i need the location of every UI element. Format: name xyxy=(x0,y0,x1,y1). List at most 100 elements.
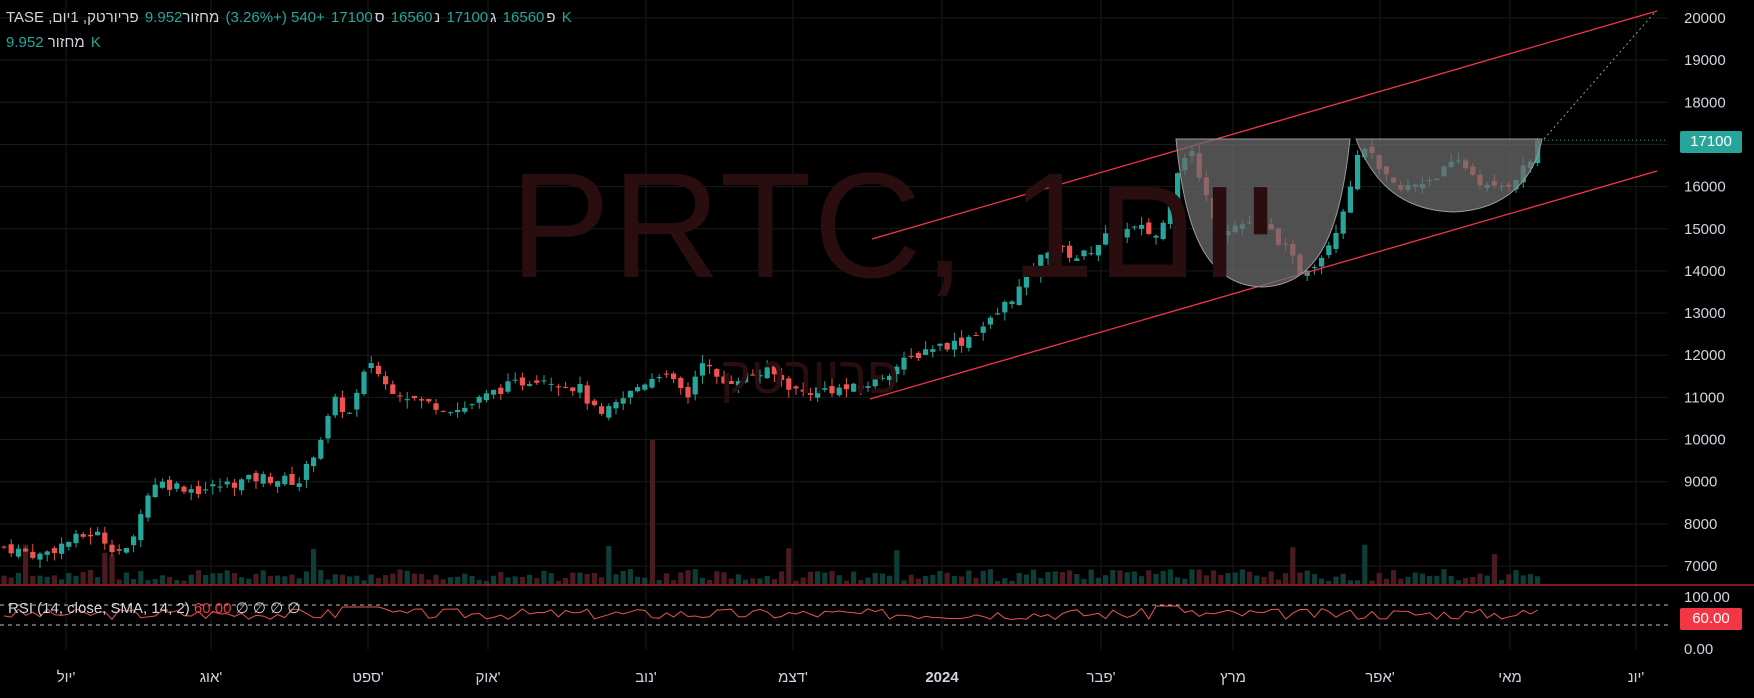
change-value: +540 (+3.26%) xyxy=(225,9,325,26)
candle-body xyxy=(239,479,245,491)
candle-body xyxy=(750,374,756,376)
volume-bar xyxy=(267,576,273,584)
candle-body xyxy=(599,406,605,414)
volume-bar xyxy=(15,572,21,584)
volume-bar xyxy=(1261,576,1267,584)
rsi-value: 60.00 xyxy=(193,600,232,617)
volume-bar xyxy=(923,575,929,584)
volume-bar xyxy=(743,579,749,584)
volume-bar xyxy=(1038,578,1044,584)
candle-body xyxy=(534,380,540,383)
volume-bar xyxy=(1290,547,1296,584)
price-tick-label: 15000 xyxy=(1684,221,1726,238)
low-value: 16560 xyxy=(390,9,433,26)
volume-bar xyxy=(915,578,921,584)
volume-bar xyxy=(311,548,317,584)
time-axis[interactable]: יול' אוג' ספט' אוק' נוב' דצמ' 2024 פבר' מרץ אפר' מ… xyxy=(57,669,1645,686)
price-tick-label: 8000 xyxy=(1684,516,1717,533)
volume-bar xyxy=(1211,570,1217,584)
volume-bar xyxy=(1376,573,1382,584)
volume-bar xyxy=(894,550,900,584)
candle-body xyxy=(282,475,288,485)
volume-bar xyxy=(433,574,439,584)
candle-body xyxy=(1059,245,1065,247)
candle-body xyxy=(1355,154,1361,190)
volume-bar xyxy=(1383,578,1389,584)
volume-legend: מחזור 9.952 K xyxy=(6,34,103,51)
rsi-title[interactable]: RSI (14, close, SMA, 14, 2) xyxy=(8,600,190,617)
candle-body xyxy=(635,387,641,392)
candle-body xyxy=(1067,245,1073,258)
volume-bar xyxy=(339,574,345,584)
candle-body xyxy=(548,383,554,385)
volume-bar xyxy=(188,574,194,584)
volume-bar xyxy=(332,574,338,584)
candle-body xyxy=(1175,173,1181,202)
candle-body xyxy=(807,393,813,395)
volume-bar xyxy=(210,573,216,584)
candle-body xyxy=(707,364,713,367)
candle-body xyxy=(764,367,770,379)
volume-bar xyxy=(959,576,965,584)
candle-body xyxy=(1002,301,1008,313)
price-axis[interactable]: 2000019000180001700016000150001400013000… xyxy=(1684,10,1726,575)
candle-body xyxy=(102,532,108,544)
volume-bar xyxy=(73,575,79,584)
volume-bar xyxy=(735,574,741,584)
volume-bar xyxy=(937,571,943,584)
candle-body xyxy=(735,381,741,386)
volume-bar xyxy=(1081,579,1087,584)
candle-body xyxy=(383,376,389,385)
candle-body xyxy=(887,375,893,380)
volume-bar xyxy=(1520,575,1526,584)
volume-bar xyxy=(793,580,799,584)
price-tick-label: 18000 xyxy=(1684,94,1726,111)
candle-body xyxy=(419,399,425,401)
candle-body xyxy=(822,388,828,390)
volume-bar xyxy=(44,576,50,584)
candle-body xyxy=(865,386,871,388)
rsi-tick-label: 0.00 xyxy=(1684,641,1713,658)
candle-body xyxy=(318,439,324,459)
candle-body xyxy=(620,398,626,404)
candle-body xyxy=(584,385,590,404)
volume-bar xyxy=(1095,577,1101,584)
volume-bar xyxy=(260,570,266,584)
volume-bar xyxy=(505,577,511,584)
time-tick-label: אוק' xyxy=(475,669,500,686)
candle-body xyxy=(987,317,993,325)
volume-bar xyxy=(1491,554,1497,584)
volume-bar xyxy=(779,571,785,584)
volume-bar xyxy=(887,575,893,584)
candle-body xyxy=(879,377,885,379)
candle-body xyxy=(469,404,475,406)
volume-bar xyxy=(1067,570,1073,584)
candle-body xyxy=(498,387,504,394)
symbol-title[interactable]: פריורטק, 1יום, TASE xyxy=(6,9,139,26)
volume-bar xyxy=(455,576,461,584)
volume-bar xyxy=(930,574,936,584)
volume-bar xyxy=(95,577,101,584)
volume-bar xyxy=(1117,570,1123,584)
candle-body xyxy=(1009,301,1015,305)
candle-body xyxy=(606,406,612,418)
volume-bar xyxy=(786,548,792,584)
price-tick-label: 11000 xyxy=(1684,389,1725,406)
candle-body xyxy=(476,396,482,403)
candle-body xyxy=(1304,270,1310,276)
drawings[interactable] xyxy=(869,10,1668,400)
volume-bar xyxy=(116,579,122,584)
candle-body xyxy=(1160,222,1166,239)
volume-bar xyxy=(1448,575,1454,584)
volume-bar xyxy=(1153,573,1159,584)
volume-bar xyxy=(555,580,561,584)
candle-body xyxy=(721,376,727,384)
volume-bar xyxy=(1362,544,1368,584)
volume-bar xyxy=(1009,580,1015,584)
volume-bar xyxy=(1045,571,1051,584)
volume-bar xyxy=(1232,572,1238,584)
candle-body xyxy=(8,544,14,554)
volume-bar xyxy=(519,576,525,584)
